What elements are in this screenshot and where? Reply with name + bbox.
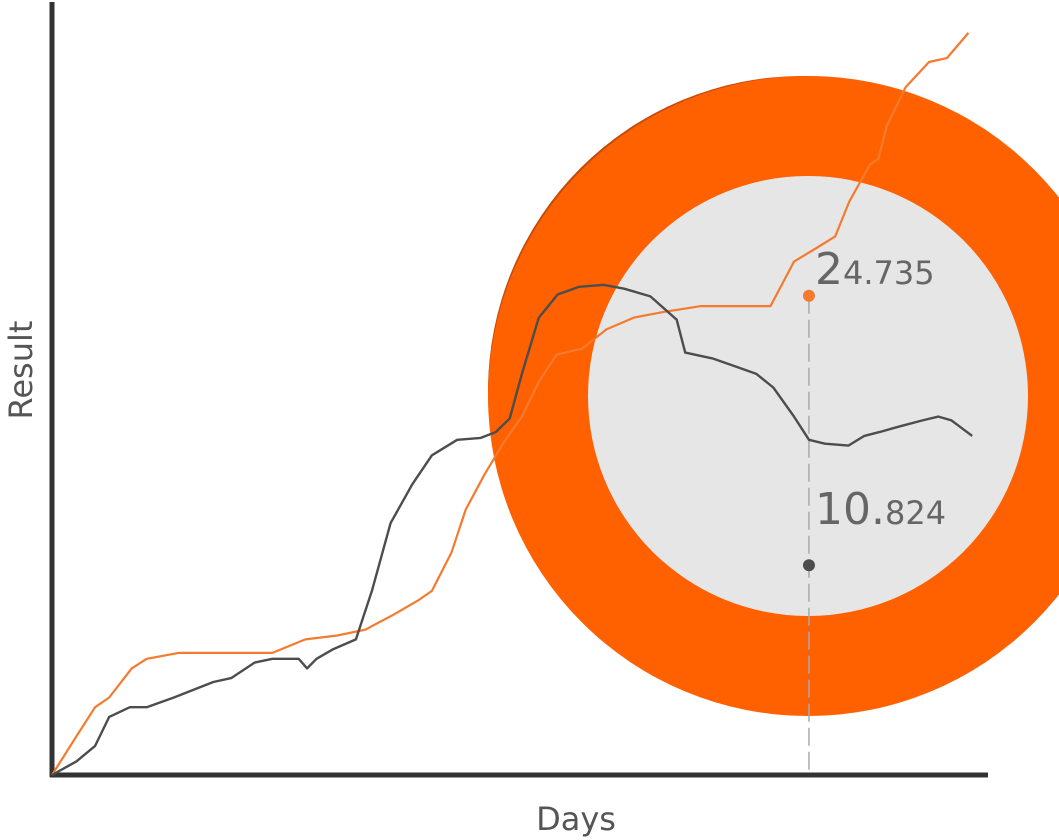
ring-inner-disk: [588, 176, 1028, 616]
value-label: 10.824: [815, 484, 946, 535]
series-line-dark: [51, 283, 973, 777]
series-line-orange: [51, 32, 970, 776]
value-label: 24.735: [815, 244, 935, 295]
marker-point: [802, 559, 815, 572]
x-axis-title: Days: [536, 800, 616, 838]
marker-point: [802, 289, 815, 302]
y-axis-title: Result: [2, 321, 40, 420]
